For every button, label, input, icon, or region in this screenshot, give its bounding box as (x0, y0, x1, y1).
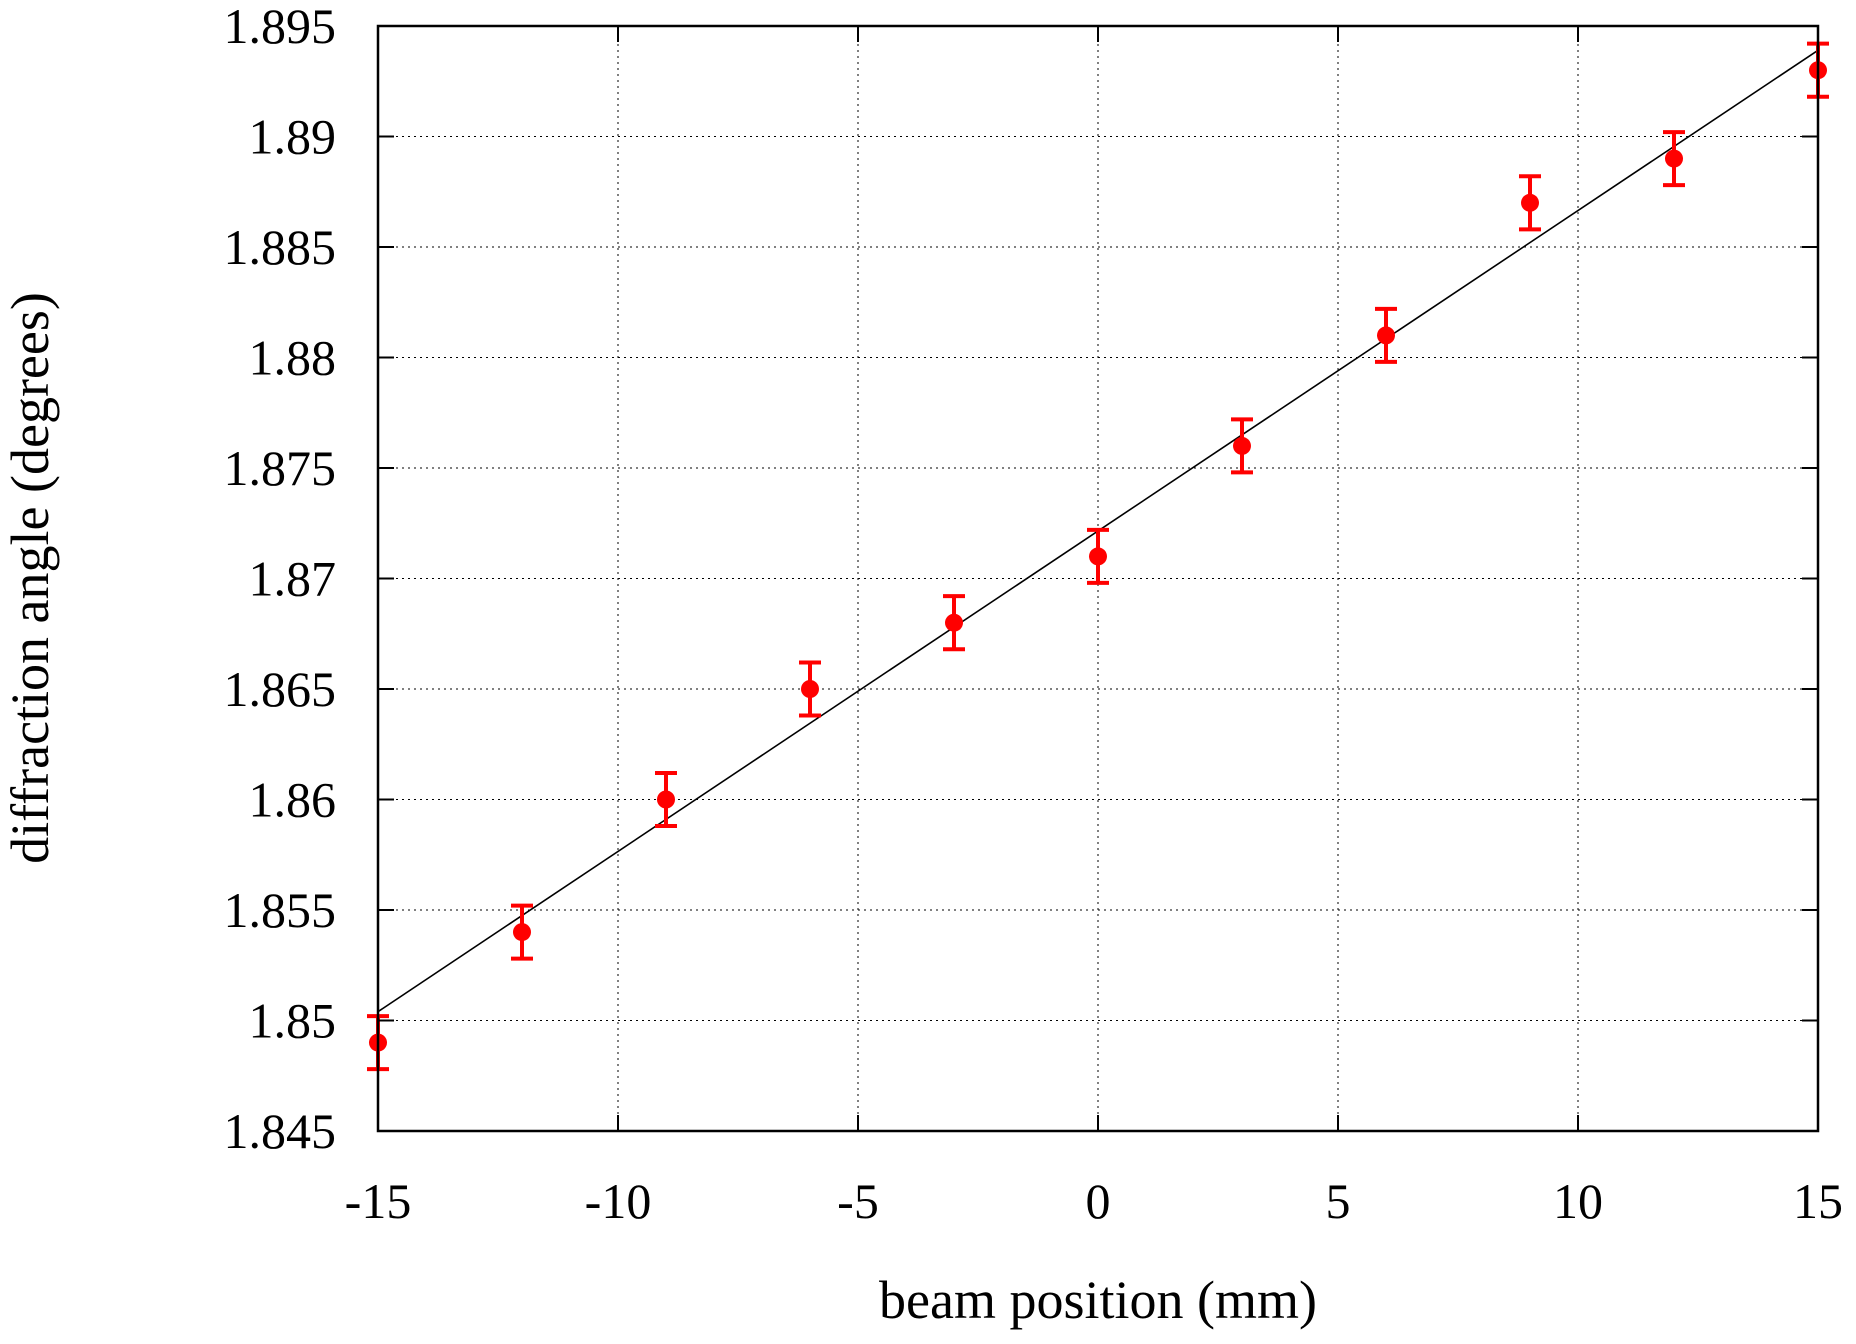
ticks (377, 25, 1819, 1132)
data-point (657, 790, 675, 809)
y-tick-label: 1.895 (224, 0, 337, 54)
y-tick-label: 1.89 (249, 109, 337, 165)
data-point-group (655, 770, 677, 829)
data-point (945, 613, 963, 632)
x-tick-label: -5 (837, 1173, 879, 1229)
data-point (1233, 436, 1251, 455)
data-point (513, 923, 531, 942)
y-tick-label: 1.845 (224, 1103, 337, 1159)
x-axis-title: beam position (mm) (879, 1270, 1317, 1330)
x-tick-label: 5 (1326, 1173, 1351, 1229)
y-tick-label: 1.865 (224, 661, 337, 717)
y-tick-label: 1.855 (224, 882, 337, 938)
x-tick-label: 15 (1793, 1173, 1843, 1229)
x-tick-label: -15 (345, 1173, 412, 1229)
data-point-group (799, 660, 821, 718)
data-point-group (943, 594, 965, 652)
y-tick-label: 1.87 (249, 551, 337, 607)
data-point-group (511, 903, 533, 961)
data-point-group (1087, 527, 1109, 585)
data-point-group (1375, 306, 1397, 364)
y-tick-label: 1.85 (249, 993, 337, 1049)
data-point (1665, 149, 1683, 168)
data-point (801, 680, 819, 698)
data-point (1089, 547, 1107, 566)
x-tick-label: 10 (1553, 1173, 1603, 1229)
data-point-group (1231, 417, 1253, 475)
data-point-group (1663, 130, 1685, 188)
y-tick-label: 1.885 (224, 219, 337, 275)
y-tick-label: 1.88 (249, 330, 337, 386)
data-point (1377, 326, 1395, 345)
tick-labels: -15 -10 -5 0 5 10 15 1.845 1.85 1.855 1.86 1.865 1.8… (224, 0, 1844, 1229)
y-axis-title: diffraction angle (degrees) (0, 292, 60, 864)
x-tick-label: -10 (585, 1173, 652, 1229)
x-tick-label: 0 (1086, 1173, 1111, 1229)
y-tick-label: 1.875 (224, 440, 337, 496)
data-point (1521, 193, 1539, 212)
y-tick-label: 1.86 (249, 772, 337, 828)
data-point-group (1519, 174, 1541, 232)
